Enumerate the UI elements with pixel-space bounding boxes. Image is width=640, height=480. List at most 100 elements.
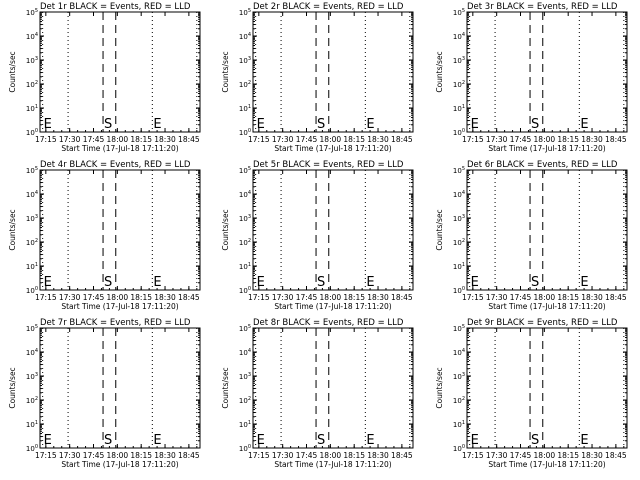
- x-tick-label: 17:45: [510, 135, 532, 144]
- y-tick-label: 104: [239, 32, 251, 41]
- plot-frame: [252, 169, 414, 291]
- marker-e: E: [257, 117, 265, 132]
- x-axis-label: Start Time (17-Jul-18 17:11:20): [61, 302, 178, 311]
- y-axis-label: Counts/sec: [435, 51, 444, 92]
- x-tick-label: 18:15: [343, 451, 365, 460]
- y-tick-base: 10: [453, 167, 462, 175]
- x-tick-label: 18:15: [557, 293, 579, 302]
- y-tick-base: 10: [453, 349, 462, 357]
- y-tick-exponent: 5: [35, 8, 38, 14]
- y-tick-base: 10: [453, 239, 462, 247]
- y-tick-exponent: 3: [35, 214, 38, 220]
- y-tick-label: 100: [26, 444, 38, 453]
- y-tick-base: 10: [239, 263, 248, 271]
- marker-e: E: [471, 117, 479, 132]
- y-tick-base: 10: [26, 191, 35, 199]
- marker-s: S: [104, 117, 112, 132]
- y-tick-exponent: 2: [248, 396, 251, 402]
- y-tick-label: 102: [239, 80, 251, 89]
- y-tick-label: 103: [26, 56, 38, 65]
- y-tick-label: 104: [26, 190, 38, 199]
- y-tick-label: 101: [26, 420, 38, 429]
- y-tick-base: 10: [239, 421, 248, 429]
- x-tick-label: 18:30: [367, 293, 389, 302]
- x-tick-label: 18:30: [154, 135, 176, 144]
- y-tick-label: 103: [453, 372, 465, 381]
- y-tick-exponent: 1: [248, 420, 251, 426]
- marker-s: S: [317, 117, 325, 132]
- marker-s: S: [104, 275, 112, 290]
- y-tick-exponent: 3: [248, 214, 251, 220]
- y-tick-label: 100: [239, 128, 251, 137]
- y-tick-base: 10: [26, 167, 35, 175]
- x-tick-label: 17:45: [510, 293, 532, 302]
- y-tick-label: 100: [453, 128, 465, 137]
- x-axis-label: Start Time (17-Jul-18 17:11:20): [274, 302, 391, 311]
- y-tick-exponent: 2: [462, 238, 465, 244]
- y-tick-label: 105: [453, 8, 465, 17]
- y-tick-exponent: 2: [35, 396, 38, 402]
- x-tick-label: 18:45: [178, 451, 200, 460]
- y-tick-exponent: 1: [35, 420, 38, 426]
- y-tick-exponent: 0: [462, 128, 465, 134]
- y-tick-label: 100: [239, 444, 251, 453]
- marker-e: E: [580, 275, 588, 290]
- x-tick-label: 18:00: [534, 451, 556, 460]
- x-tick-label: 18:45: [391, 293, 413, 302]
- y-tick-base: 10: [26, 373, 35, 381]
- y-tick-base: 10: [26, 239, 35, 247]
- y-tick-label: 102: [239, 396, 251, 405]
- x-tick-label: 18:00: [107, 135, 129, 144]
- y-tick-exponent: 5: [35, 166, 38, 172]
- marker-e: E: [153, 275, 161, 290]
- panel-title: Det 6r BLACK = Events, RED = LLD: [467, 160, 618, 170]
- y-tick-label: 102: [453, 238, 465, 247]
- panel-title: Det 7r BLACK = Events, RED = LLD: [40, 318, 191, 328]
- x-tick-label: 17:30: [59, 293, 81, 302]
- x-tick-label: 18:00: [107, 451, 129, 460]
- marker-e: E: [366, 117, 374, 132]
- y-tick-exponent: 4: [462, 32, 465, 38]
- y-tick-base: 10: [26, 325, 35, 333]
- y-tick-base: 10: [26, 81, 35, 89]
- y-tick-base: 10: [453, 191, 462, 199]
- x-tick-label: 18:15: [130, 451, 152, 460]
- y-tick-exponent: 1: [462, 104, 465, 110]
- y-tick-base: 10: [239, 167, 248, 175]
- y-tick-base: 10: [453, 325, 462, 333]
- y-tick-exponent: 4: [248, 348, 251, 354]
- y-tick-exponent: 1: [248, 262, 251, 268]
- panel-det-1: Det 1r BLACK = Events, RED = LLD Counts/s…: [8, 2, 201, 153]
- y-tick-label: 104: [239, 190, 251, 199]
- x-tick-label: 18:00: [107, 293, 129, 302]
- x-tick-label: 17:15: [35, 135, 57, 144]
- x-tick-label: 17:30: [486, 135, 508, 144]
- y-tick-exponent: 3: [35, 56, 38, 62]
- y-tick-exponent: 5: [248, 166, 251, 172]
- plot-frame: [39, 11, 201, 133]
- y-tick-label: 105: [239, 166, 251, 175]
- x-axis-label: Start Time (17-Jul-18 17:11:20): [274, 460, 391, 469]
- plot-frame: [39, 327, 201, 449]
- x-axis-label: Start Time (17-Jul-18 17:11:20): [274, 144, 391, 153]
- x-tick-label: 17:30: [272, 135, 294, 144]
- y-tick-base: 10: [453, 445, 462, 453]
- marker-e: E: [580, 117, 588, 132]
- y-tick-exponent: 1: [35, 104, 38, 110]
- y-tick-base: 10: [26, 421, 35, 429]
- y-tick-label: 101: [453, 262, 465, 271]
- plot-frame: [466, 327, 628, 449]
- y-tick-exponent: 0: [248, 444, 251, 450]
- x-tick-label: 18:00: [320, 451, 342, 460]
- y-tick-exponent: 4: [462, 348, 465, 354]
- y-tick-base: 10: [26, 129, 35, 137]
- y-axis-label: Counts/sec: [221, 51, 230, 92]
- y-tick-label: 103: [239, 56, 251, 65]
- y-tick-label: 100: [239, 286, 251, 295]
- y-tick-label: 102: [453, 396, 465, 405]
- y-tick-base: 10: [26, 397, 35, 405]
- y-tick-base: 10: [239, 215, 248, 223]
- panel-title: Det 1r BLACK = Events, RED = LLD: [40, 2, 191, 12]
- x-axis-label: Start Time (17-Jul-18 17:11:20): [488, 144, 605, 153]
- y-tick-exponent: 0: [35, 128, 38, 134]
